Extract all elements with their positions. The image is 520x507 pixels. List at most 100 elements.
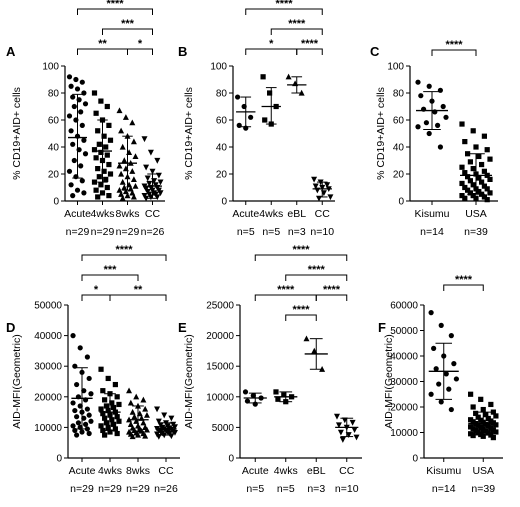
data-point bbox=[129, 168, 136, 174]
y-tick-label: 60 bbox=[216, 116, 228, 127]
data-point bbox=[281, 392, 287, 398]
data-point bbox=[467, 178, 473, 184]
data-point bbox=[104, 152, 110, 158]
data-point bbox=[462, 184, 468, 191]
n-label: n=14 bbox=[420, 226, 444, 238]
data-point bbox=[157, 179, 164, 186]
data-point bbox=[260, 74, 266, 80]
data-point bbox=[490, 435, 496, 441]
data-point bbox=[95, 194, 101, 200]
n-label: n=29 bbox=[126, 483, 150, 495]
data-point bbox=[79, 122, 85, 128]
data-point bbox=[438, 322, 444, 328]
y-tick-label: 10000 bbox=[390, 428, 418, 439]
data-point bbox=[98, 423, 104, 429]
significance-label: **** bbox=[308, 264, 326, 276]
data-point bbox=[93, 110, 99, 116]
data-point bbox=[70, 141, 76, 147]
significance-label: **** bbox=[275, 0, 293, 10]
data-point bbox=[483, 412, 489, 418]
n-label: n=29 bbox=[66, 226, 90, 238]
data-point bbox=[324, 182, 331, 188]
data-point bbox=[428, 310, 434, 316]
data-point bbox=[335, 422, 342, 429]
data-point bbox=[130, 193, 137, 200]
data-point bbox=[418, 93, 424, 99]
n-label: n=26 bbox=[154, 483, 178, 495]
x-tick-label: 4wks bbox=[274, 465, 298, 477]
panel-c: C 0 20 40 60 80 100 % CD19+AID+ cells Kisumu n=14… bbox=[370, 39, 498, 238]
n-label: n=29 bbox=[91, 226, 115, 238]
data-point bbox=[107, 171, 114, 177]
data-point bbox=[88, 391, 94, 397]
data-point bbox=[470, 193, 476, 199]
data-point bbox=[103, 176, 109, 182]
data-point bbox=[109, 400, 115, 406]
data-point bbox=[443, 114, 449, 120]
x-tick-label: Acute bbox=[242, 465, 269, 477]
data-point bbox=[114, 394, 120, 400]
y-tick-label: 60000 bbox=[390, 301, 418, 312]
data-point bbox=[473, 410, 479, 416]
data-point bbox=[104, 103, 110, 110]
panel-letter: C bbox=[370, 44, 380, 59]
data-point bbox=[74, 414, 80, 420]
data-point bbox=[446, 386, 452, 392]
data-point bbox=[93, 187, 99, 193]
data-point bbox=[435, 122, 441, 128]
data-point bbox=[415, 124, 421, 130]
y-tick-label: 40000 bbox=[390, 352, 418, 363]
data-point bbox=[98, 366, 104, 372]
x-tick-label: CC bbox=[158, 465, 174, 477]
y-tick-label: 30000 bbox=[34, 362, 62, 373]
data-point bbox=[484, 147, 490, 153]
data-point bbox=[116, 162, 123, 169]
data-point bbox=[415, 79, 421, 85]
y-tick-label: 20 bbox=[216, 170, 228, 181]
data-point bbox=[107, 137, 114, 143]
data-point bbox=[234, 94, 241, 100]
data-point bbox=[433, 366, 439, 372]
data-point bbox=[142, 405, 149, 412]
x-tick-label: Acute bbox=[69, 465, 96, 477]
data-point bbox=[126, 387, 133, 394]
x-tick-label: 4wks bbox=[259, 208, 283, 220]
data-point bbox=[262, 117, 268, 123]
data-point bbox=[73, 76, 79, 83]
data-point bbox=[470, 166, 476, 172]
data-point bbox=[480, 433, 486, 439]
data-point bbox=[168, 415, 175, 422]
x-tick-label: Acute bbox=[64, 208, 91, 220]
significance-bracket bbox=[285, 274, 348, 281]
significance-label: *** bbox=[104, 264, 118, 276]
significance-bracket bbox=[296, 48, 323, 55]
y-tick-label: 60 bbox=[393, 116, 405, 127]
data-point bbox=[86, 412, 92, 418]
n-label: n=5 bbox=[237, 226, 255, 238]
n-label: n=29 bbox=[116, 226, 140, 238]
data-point bbox=[119, 143, 126, 150]
data-point bbox=[468, 391, 474, 397]
n-label: n=29 bbox=[70, 483, 94, 495]
significance-label: ** bbox=[134, 284, 143, 296]
data-point bbox=[275, 396, 281, 402]
data-point bbox=[437, 144, 443, 150]
data-point bbox=[72, 427, 78, 434]
y-tick-label: 100 bbox=[387, 62, 404, 73]
y-tick-label: 0 bbox=[398, 197, 404, 208]
data-point bbox=[118, 170, 125, 177]
data-point bbox=[84, 406, 90, 412]
data-point bbox=[479, 179, 485, 185]
data-point bbox=[96, 174, 102, 180]
x-tick-label: USA bbox=[472, 465, 494, 477]
data-point bbox=[103, 144, 109, 150]
data-point bbox=[143, 426, 150, 433]
data-point bbox=[487, 156, 493, 162]
data-point bbox=[100, 427, 106, 434]
data-point bbox=[147, 149, 154, 156]
data-point bbox=[116, 418, 122, 424]
y-tick-label: 80 bbox=[393, 89, 405, 100]
data-point bbox=[78, 163, 84, 169]
significance-bracket bbox=[443, 284, 484, 291]
data-point bbox=[70, 400, 76, 406]
